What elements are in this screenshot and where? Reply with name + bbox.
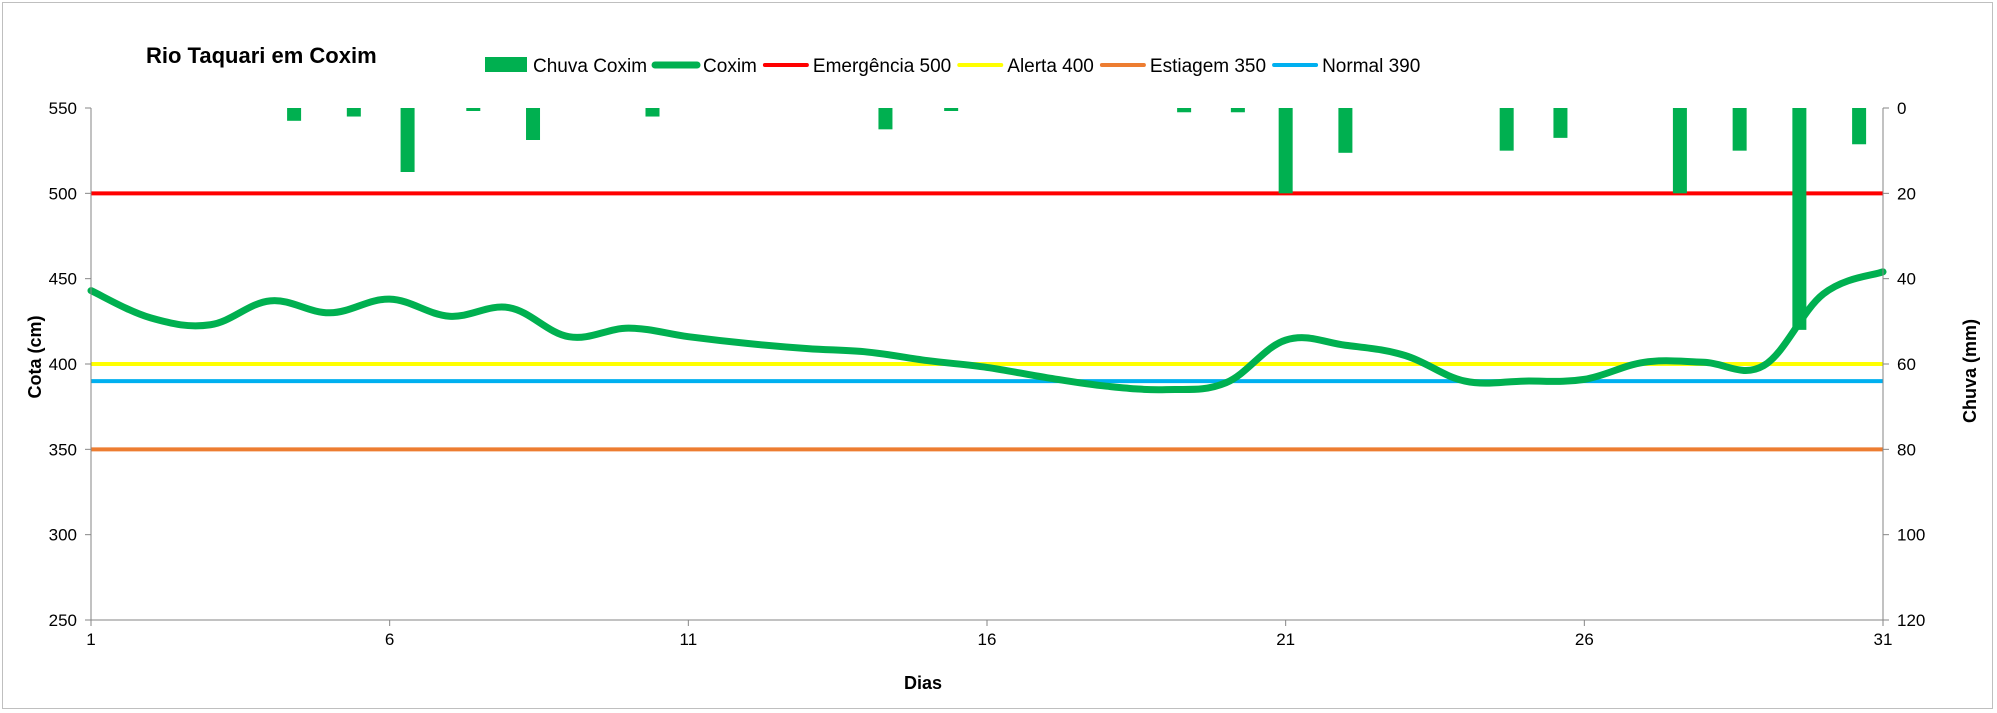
y-tick-label: 550 <box>49 99 77 118</box>
rain-bar <box>1499 108 1514 151</box>
x-axis-title: Dias <box>904 673 942 693</box>
y2-tick-label: 40 <box>1897 270 1916 289</box>
rain-bar <box>466 108 481 111</box>
rain-bar <box>526 108 541 140</box>
x-tick-label: 26 <box>1575 630 1594 649</box>
x-tick-label: 6 <box>385 630 394 649</box>
rain-bar <box>878 108 893 130</box>
rain-bar <box>1732 108 1747 151</box>
rain-bar <box>400 108 415 172</box>
rain-bar <box>346 108 361 117</box>
x-tick-label: 21 <box>1276 630 1295 649</box>
y2-tick-label: 120 <box>1897 611 1925 630</box>
rain-bars <box>287 108 1867 330</box>
y2-axis-title: Chuva (mm) <box>1960 319 1980 423</box>
legend-label: Alerta 400 <box>1007 56 1094 77</box>
level-line-group <box>87 268 1887 394</box>
x-tick-label: 11 <box>680 630 698 649</box>
y-tick-label: 450 <box>49 270 77 289</box>
legend: Chuva Coxim Coxim Emergência 500 Alerta 400… <box>485 56 1420 77</box>
legend-label: Chuva Coxim <box>533 56 647 77</box>
x-tick-label: 1 <box>86 630 95 649</box>
y-tick-label: 350 <box>49 440 77 459</box>
rain-bar <box>1230 108 1245 113</box>
x-tick-label: 31 <box>1874 630 1893 649</box>
legend-label: Normal 390 <box>1322 56 1420 77</box>
y2-tick-label: 60 <box>1897 355 1916 374</box>
rain-bar <box>1553 108 1568 138</box>
rain-bar <box>1177 108 1192 113</box>
level-line-coxim <box>87 268 1887 394</box>
y2-tick-label: 0 <box>1897 99 1906 118</box>
y2-tick-label: 100 <box>1897 526 1925 545</box>
rain-bar <box>1278 108 1293 194</box>
legend-swatch-bar <box>485 57 527 72</box>
x-tick-label: 16 <box>978 630 997 649</box>
y-tick-label: 250 <box>49 611 77 630</box>
y-axis-title: Cota (cm) <box>25 315 45 398</box>
y2-tick-label: 20 <box>1897 184 1916 203</box>
rain-bar <box>1672 108 1687 194</box>
y-tick-label: 300 <box>49 526 77 545</box>
rain-bar <box>1852 108 1867 145</box>
rain-bar <box>645 108 660 117</box>
y2-tick-label: 80 <box>1897 440 1916 459</box>
y-tick-label: 500 <box>49 184 77 203</box>
legend-label: Emergência 500 <box>813 56 951 77</box>
reference-lines <box>91 191 1883 452</box>
rain-bar <box>1792 108 1807 330</box>
rain-bar <box>287 108 302 121</box>
legend-label: Estiagem 350 <box>1150 56 1266 77</box>
rain-bar <box>944 108 959 111</box>
legend-label: Coxim <box>703 56 757 77</box>
chart-svg: Rio Taquari em Coxim Chuva Coxim Coxim Eme… <box>25 43 1980 693</box>
y-tick-label: 400 <box>49 355 77 374</box>
rain-bar <box>1338 108 1353 153</box>
chart-title: Rio Taquari em Coxim <box>146 43 377 68</box>
